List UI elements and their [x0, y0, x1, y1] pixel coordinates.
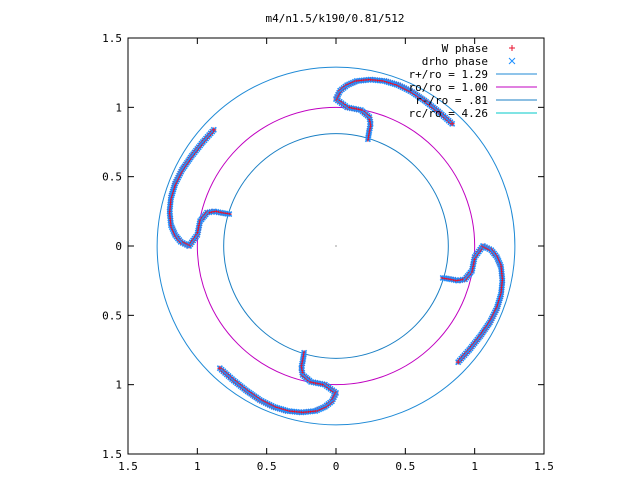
radius-circle-1	[196, 106, 476, 386]
x-tick-label: 1.5	[118, 460, 138, 473]
legend-marker-drho-phase	[508, 57, 516, 65]
radius-circle-2	[223, 133, 449, 359]
phase-point	[210, 126, 217, 133]
chart-title: m4/n1.5/k190/0.81/512	[265, 12, 404, 25]
legend-label: r+/ro = 1.29	[409, 68, 488, 81]
y-tick-label: 1.5	[102, 32, 122, 45]
phase-points	[166, 76, 506, 416]
y-tick-label: 1	[115, 379, 122, 392]
x-tick-label: 1	[194, 460, 201, 473]
w-marker	[217, 365, 223, 371]
y-tick-label: 0.5	[102, 309, 122, 322]
x-tick-label: 1.5	[534, 460, 554, 473]
y-tick-label: 1	[115, 101, 122, 114]
legend-label: W phase	[442, 42, 488, 55]
legend-label: r-/ro = .81	[415, 94, 488, 107]
x-tick-label: 0	[333, 460, 340, 473]
w-marker	[449, 121, 455, 127]
phase-point	[216, 365, 223, 372]
x-tick-label: 0.5	[257, 460, 277, 473]
radius-circles	[156, 66, 516, 426]
radius-circle-0	[156, 66, 516, 426]
phase-point	[449, 120, 456, 127]
y-tick-label: 0.5	[102, 171, 122, 184]
w-marker	[455, 359, 461, 365]
legend-label: ro/ro = 1.00	[409, 81, 488, 94]
phase-point	[455, 359, 462, 366]
center-point	[335, 245, 337, 247]
axis-ticks: 1.5 1 0.5 0 0.5 1 1.51.510.500.511.5	[102, 32, 554, 473]
legend-label: rc/ro = 4.26	[409, 107, 488, 120]
x-tick-label: 1	[471, 460, 478, 473]
y-tick-label: 0	[115, 240, 122, 253]
w-marker	[211, 127, 217, 133]
x-tick-label: 0.5	[395, 460, 415, 473]
legend-marker-w-phase	[509, 45, 515, 51]
legend-label: drho phase	[422, 55, 488, 68]
y-tick-label: 1.5	[102, 448, 122, 461]
